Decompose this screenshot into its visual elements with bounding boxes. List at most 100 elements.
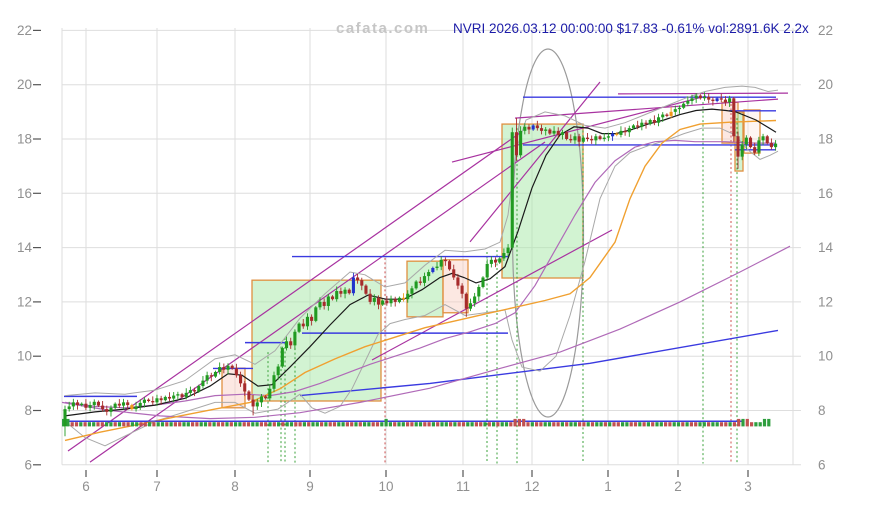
candle xyxy=(569,139,573,141)
signal-strip-dash xyxy=(461,422,466,427)
candle xyxy=(690,98,694,101)
signal-strip-dash xyxy=(707,422,711,427)
signal-strip-dash xyxy=(509,422,513,427)
signal-strip-dash xyxy=(621,422,625,427)
candle xyxy=(293,331,297,346)
candle xyxy=(677,107,682,110)
signal-strip-dash xyxy=(302,422,306,427)
candle xyxy=(121,402,126,406)
signal-strip-dash xyxy=(324,422,328,427)
x-axis-label: 8 xyxy=(231,479,239,494)
ma-long-violet-line xyxy=(61,245,791,420)
candle xyxy=(698,95,702,99)
signal-strip-dash xyxy=(320,422,324,427)
candle xyxy=(435,266,439,268)
signal-strip-dash xyxy=(457,422,461,427)
candle xyxy=(598,136,602,139)
signal-strip-dash xyxy=(681,422,685,427)
x-axis-label: 3 xyxy=(744,479,752,494)
candle xyxy=(669,111,673,116)
signal-strip-dash xyxy=(367,422,371,427)
signal-strip-dash xyxy=(268,422,272,427)
signal-strip-dash xyxy=(332,422,337,427)
signal-strip-dash xyxy=(702,422,706,427)
candle xyxy=(351,277,355,294)
candle xyxy=(460,285,464,294)
signal-strip-dash xyxy=(410,422,414,427)
candle xyxy=(255,402,259,407)
candle xyxy=(657,117,661,123)
signal-strip-dash xyxy=(139,422,143,427)
candle xyxy=(606,136,610,138)
signal-strip-dash xyxy=(96,422,100,427)
candle xyxy=(71,402,75,407)
candle xyxy=(163,396,167,401)
signal-strip-dash xyxy=(552,422,556,427)
signal-strip-dash xyxy=(750,422,754,427)
candle xyxy=(234,368,238,376)
signal-strip-dash xyxy=(328,422,332,427)
signal-strip-dash xyxy=(117,422,122,427)
candle xyxy=(414,281,418,289)
signal-strip-dash xyxy=(573,422,577,427)
candle xyxy=(151,400,155,403)
signal-strip-dash xyxy=(732,422,736,427)
signal-strip-dash xyxy=(358,422,362,427)
signal-strip-dash xyxy=(689,422,693,427)
signal-strip-dash xyxy=(672,422,676,427)
signal-strip-dash xyxy=(535,422,539,427)
candle xyxy=(126,402,130,406)
signal-strip-dash xyxy=(590,422,595,427)
left-axis-label: 14 xyxy=(17,240,33,255)
signal-strip-dash xyxy=(745,418,749,427)
left-axis-label: 22 xyxy=(17,23,32,38)
signal-strip-dash xyxy=(492,422,496,427)
candle xyxy=(310,316,314,321)
signal-strip-dash xyxy=(479,422,483,427)
candle xyxy=(757,140,761,153)
candle xyxy=(381,300,385,305)
ma-fast-black-line xyxy=(64,108,777,417)
x-axis-label: 7 xyxy=(153,479,161,494)
right-axis-label: 10 xyxy=(818,349,833,364)
candle xyxy=(188,390,192,393)
left-axis-label: 18 xyxy=(17,132,32,147)
candle xyxy=(464,293,468,309)
right-axis-label: 22 xyxy=(818,23,833,38)
candle xyxy=(209,375,213,377)
candle xyxy=(289,341,293,346)
signal-strip-dash xyxy=(74,422,79,427)
trend-line-steep-nov xyxy=(469,81,601,243)
signal-strip-dash xyxy=(251,422,255,427)
zone-box-green xyxy=(501,123,584,279)
signal-strip-dash xyxy=(466,422,470,427)
candle xyxy=(594,136,598,141)
candle xyxy=(418,281,422,283)
signal-strip-dash xyxy=(646,422,650,427)
signal-strip-dash xyxy=(259,422,263,427)
signal-strip-dash xyxy=(212,422,216,427)
chart-title: NVRI 2026.03.12 00:00:00 $17.83 -0.61% v… xyxy=(453,21,809,36)
signal-strip-dash xyxy=(79,422,83,427)
signal-strip-dash xyxy=(191,422,195,427)
signal-strip-dash xyxy=(578,422,582,427)
signal-strip-dash xyxy=(401,422,405,427)
candle xyxy=(130,405,134,410)
candle xyxy=(368,293,372,302)
signal-strip-dash xyxy=(255,422,259,427)
candle xyxy=(330,296,335,300)
candle xyxy=(230,365,234,369)
candle xyxy=(410,288,414,294)
signal-strip-dash xyxy=(427,422,431,427)
candle xyxy=(138,402,142,407)
candle xyxy=(535,125,539,129)
signal-strip-dash xyxy=(397,422,401,427)
signal-strip-dash xyxy=(182,422,186,427)
signal-strip-dash xyxy=(337,422,341,427)
signal-strip-dash xyxy=(298,422,302,427)
signal-strip-dash xyxy=(148,422,152,427)
signal-strip-dash xyxy=(199,422,203,427)
candle xyxy=(448,261,452,270)
left-axis-label: 8 xyxy=(24,403,32,418)
